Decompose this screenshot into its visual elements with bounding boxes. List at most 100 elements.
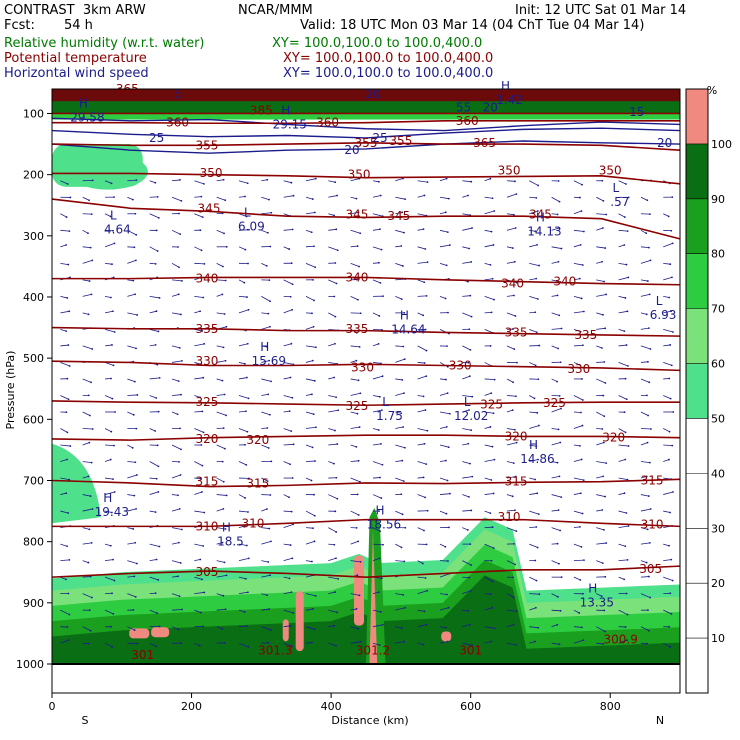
- wind-arrow: [395, 345, 404, 347]
- wind-arrowhead: [649, 213, 651, 216]
- wind-arrow: [171, 394, 182, 396]
- wind-arrow: [439, 493, 450, 495]
- wind-arrowhead: [358, 594, 361, 597]
- wind-arrowhead: [156, 195, 159, 198]
- wind-arrow: [372, 262, 379, 264]
- wind-arrowhead: [269, 245, 272, 248]
- wind-arrowhead: [423, 281, 426, 284]
- wind-arrowhead: [378, 644, 381, 647]
- wind-arrow: [395, 560, 405, 562]
- wind-arrowhead: [538, 264, 540, 267]
- wind-arrow: [551, 378, 558, 382]
- wind-arrowhead: [66, 183, 69, 185]
- wind-arrow: [395, 229, 405, 234]
- wind-arrow: [551, 527, 561, 531]
- wind-arrow: [596, 279, 605, 282]
- wind-arrow: [305, 608, 313, 611]
- wind-arrowhead: [580, 210, 583, 212]
- wind-arrowhead: [538, 593, 541, 596]
- wind-arrowhead: [245, 215, 248, 218]
- wind-arrow: [171, 196, 182, 202]
- extremum-marker: H: [501, 79, 510, 93]
- wind-arrow: [216, 575, 227, 578]
- theta-label: 320: [195, 432, 218, 446]
- wind-arrow: [149, 543, 160, 547]
- wind-arrowhead: [66, 297, 69, 299]
- wind-arrow: [506, 295, 514, 297]
- wind-arrow: [305, 593, 316, 597]
- wind-arrow: [82, 378, 92, 383]
- wind-arrowhead: [647, 495, 650, 497]
- wind-arrow: [194, 543, 204, 547]
- wind-arrowhead: [446, 231, 449, 234]
- wind-arrow: [417, 560, 424, 564]
- rh-band: [52, 113, 680, 120]
- wind-arrow: [283, 576, 290, 579]
- wind-arrowhead: [359, 392, 362, 395]
- wind-arrow: [149, 477, 157, 480]
- wind-arrowhead: [423, 529, 425, 532]
- wind-arrowhead: [448, 526, 450, 529]
- wind-arrow: [171, 262, 180, 268]
- wind-arrow: [395, 178, 404, 182]
- wind-arrowhead: [88, 528, 91, 531]
- wind-arrow: [439, 411, 450, 415]
- wind-arrowhead: [290, 181, 293, 184]
- wind-arrow: [640, 293, 650, 297]
- wind-arrowhead: [134, 541, 137, 544]
- wind-arrow: [82, 626, 91, 632]
- wind-arrowhead: [111, 646, 113, 648]
- wind-arrow: [506, 227, 516, 231]
- wind-arrowhead: [605, 462, 608, 464]
- wind-arrow: [194, 576, 203, 580]
- wind-label: 20: [657, 136, 672, 150]
- wind-arrowhead: [559, 529, 562, 532]
- wind-arrow: [60, 213, 67, 218]
- wind-arrow: [305, 574, 314, 578]
- wind-arrow: [350, 460, 359, 462]
- wind-arrowhead: [534, 311, 537, 314]
- wind-arrow: [439, 295, 446, 299]
- wind-arrow: [484, 459, 495, 462]
- theta-label: 315: [641, 473, 664, 487]
- wind-arrowhead: [154, 181, 157, 184]
- plot-frame: [51, 88, 681, 694]
- wind-arrowhead: [556, 595, 559, 598]
- wind-arrow: [506, 261, 515, 264]
- wind-arrow: [194, 510, 205, 513]
- theta-label: 320: [505, 429, 528, 443]
- wind-arrowhead: [359, 232, 362, 235]
- y-tick-label: 200: [23, 169, 44, 182]
- wind-arrow: [417, 576, 426, 579]
- wind-arrowhead: [178, 460, 180, 463]
- wind-arrowhead: [135, 474, 138, 476]
- wind-arrow: [238, 246, 246, 251]
- wind-arrow: [573, 425, 583, 429]
- wind-arrowhead: [669, 511, 672, 514]
- wind-arrow: [216, 542, 223, 545]
- wind-arrowhead: [248, 228, 250, 231]
- wind-arrowhead: [356, 245, 359, 247]
- wind-arrowhead: [132, 279, 135, 282]
- wind-arrowhead: [648, 575, 650, 578]
- wind-arrowhead: [313, 379, 316, 382]
- wind-arrowhead: [401, 627, 404, 630]
- wind-arrowhead: [468, 328, 471, 331]
- wind-arrowhead: [445, 426, 448, 428]
- extremum-value: 15.69: [252, 354, 286, 368]
- wind-arrowhead: [221, 460, 224, 463]
- extremum-value: 18.5: [217, 535, 244, 549]
- wind-arrowhead: [537, 626, 540, 629]
- wind-arrow: [283, 557, 293, 562]
- wind-arrowhead: [581, 626, 583, 629]
- wind-arrowhead: [556, 461, 559, 464]
- wind-arrowhead: [200, 444, 203, 446]
- wind-arrow: [640, 593, 651, 598]
- wind-arrowhead: [66, 626, 69, 628]
- wind-arrowhead: [202, 625, 205, 628]
- extremum-value: 14.86: [520, 452, 554, 466]
- wind-arrowhead: [447, 311, 449, 314]
- wind-arrowhead: [224, 199, 227, 202]
- wind-arrow: [596, 294, 607, 297]
- wind-arrow: [506, 527, 517, 532]
